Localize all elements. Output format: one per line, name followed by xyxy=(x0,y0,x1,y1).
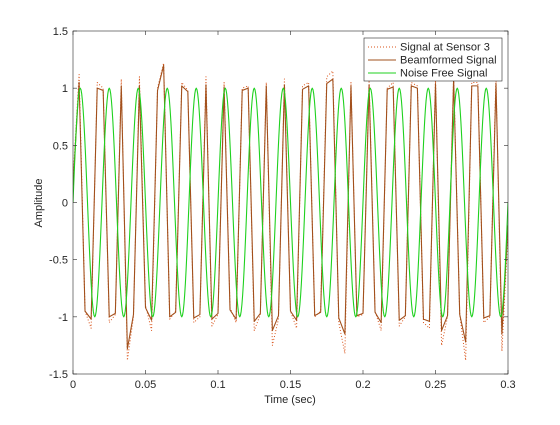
legend-label: Beamformed Signal xyxy=(400,55,497,67)
x-axis-label: Time (sec) xyxy=(264,394,316,406)
x-tick-label: 0.25 xyxy=(425,379,446,391)
y-tick-label: -0.5 xyxy=(49,255,68,267)
series-line-2 xyxy=(73,87,508,318)
series-line-1 xyxy=(73,64,508,350)
y-tick-label: 0.5 xyxy=(53,140,68,152)
legend-label: Signal at Sensor 3 xyxy=(400,42,490,54)
y-tick-label: 1.5 xyxy=(53,26,68,38)
x-tick-label: 0.2 xyxy=(355,379,370,391)
x-tick-label: 0.15 xyxy=(280,379,301,391)
y-axis-label: Amplitude xyxy=(33,179,45,228)
x-tick-label: 0.05 xyxy=(135,379,156,391)
x-tick-label: 0 xyxy=(70,379,76,391)
x-tick-label: 0.1 xyxy=(210,379,225,391)
y-tick-label: 0 xyxy=(62,198,68,210)
axes: 0 0.05 0.1 0.15 0.2 0.25 0.3 -1.5 -1 -0.5 0 0.5 1 1.5 xyxy=(49,26,516,391)
legend-label: Noise Free Signal xyxy=(400,68,487,80)
y-tick-label: -1 xyxy=(58,312,68,324)
y-tick-label: -1.5 xyxy=(49,369,68,381)
x-tick-label: 0.3 xyxy=(500,379,515,391)
y-tick-label: 1 xyxy=(62,83,68,95)
